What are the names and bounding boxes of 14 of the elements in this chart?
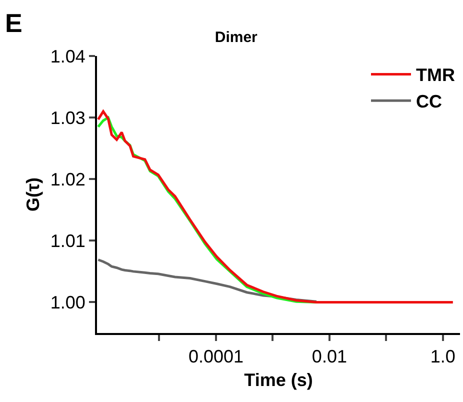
x-tick-label: 0.0001: [188, 346, 244, 367]
y-tick-label: 1.01: [50, 230, 86, 251]
x-tick-label: 0.01: [312, 346, 347, 367]
x-tick-label: 1.0: [430, 346, 456, 367]
y-tick-label: 1.04: [50, 46, 86, 66]
y-tick-label: 1.02: [50, 169, 86, 190]
y-axis-title: G(τ): [23, 177, 44, 212]
y-tick-label: 1.03: [50, 108, 86, 128]
y-tick-label: 1.00: [50, 292, 86, 313]
text: E: [5, 8, 22, 38]
x-axis-title: Time (s): [244, 370, 313, 390]
chart-title: Dimer: [214, 29, 258, 46]
legend-label: CC: [416, 92, 442, 112]
legend-label: TMR: [416, 65, 455, 86]
